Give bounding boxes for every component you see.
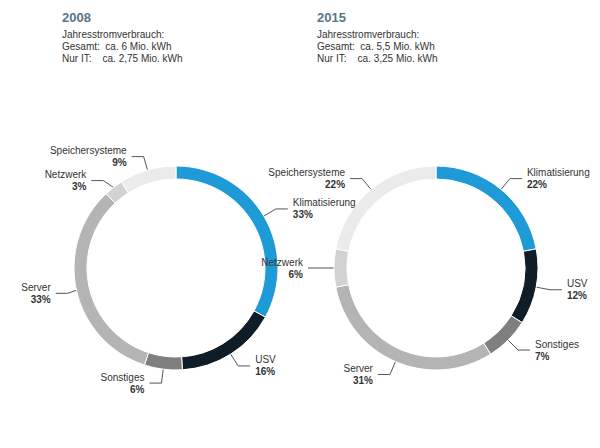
svg-text:33%: 33% [31, 294, 51, 305]
svg-text:Gesamt: ca. 5,5 Mio. kWh: Gesamt: ca. 5,5 Mio. kWh [317, 41, 435, 52]
svg-text:Sonstiges: Sonstiges [101, 372, 145, 383]
svg-text:7%: 7% [535, 351, 550, 362]
svg-text:12%: 12% [567, 290, 587, 301]
svg-text:6%: 6% [289, 269, 304, 280]
svg-text:Klimatisierung: Klimatisierung [527, 167, 590, 178]
svg-text:Nur IT: ca. 3,25 Mio. kWh: Nur IT: ca. 3,25 Mio. kWh [317, 53, 438, 64]
svg-text:Sonstiges: Sonstiges [535, 339, 579, 350]
svg-text:Nur IT: ca. 2,75 Mio. kWh: Nur IT: ca. 2,75 Mio. kWh [62, 53, 183, 64]
svg-text:2015: 2015 [317, 10, 346, 25]
svg-text:Netzwerk: Netzwerk [261, 257, 304, 268]
svg-text:Jahresstromverbrauch:: Jahresstromverbrauch: [317, 29, 419, 40]
svg-text:22%: 22% [325, 179, 345, 190]
svg-text:Speichersysteme: Speichersysteme [268, 167, 345, 178]
svg-text:16%: 16% [255, 366, 275, 377]
svg-text:31%: 31% [353, 375, 373, 386]
svg-text:Server: Server [343, 363, 373, 374]
svg-text:33%: 33% [293, 209, 313, 220]
svg-text:USV: USV [567, 278, 588, 289]
svg-text:Klimatisierung: Klimatisierung [293, 197, 356, 208]
svg-text:2008: 2008 [62, 10, 91, 25]
svg-text:Netzwerk: Netzwerk [45, 169, 88, 180]
svg-text:USV: USV [255, 354, 276, 365]
svg-text:9%: 9% [112, 157, 127, 168]
svg-text:Jahresstromverbrauch:: Jahresstromverbrauch: [62, 29, 164, 40]
svg-text:Gesamt: ca. 6 Mio. kWh: Gesamt: ca. 6 Mio. kWh [62, 41, 171, 52]
svg-text:6%: 6% [130, 384, 145, 395]
svg-text:Speichersysteme: Speichersysteme [50, 145, 127, 156]
svg-text:3%: 3% [72, 181, 87, 192]
svg-text:Server: Server [21, 282, 51, 293]
svg-text:22%: 22% [527, 179, 547, 190]
